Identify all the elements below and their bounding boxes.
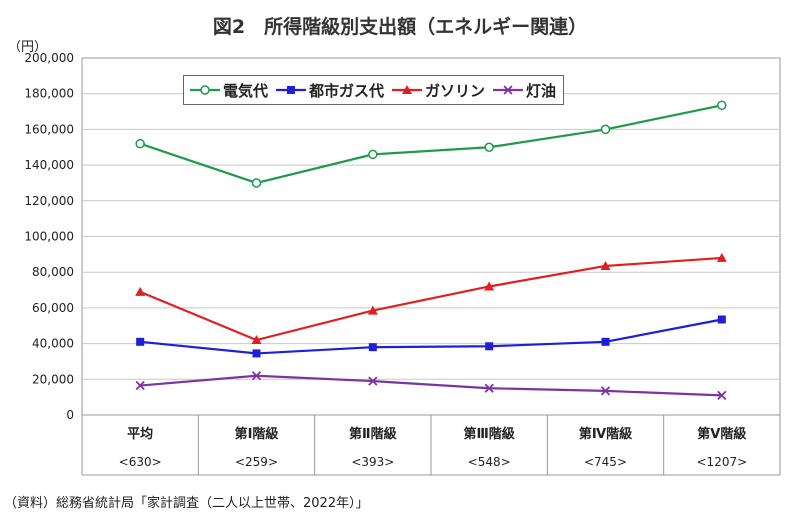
legend-marker [200, 85, 210, 95]
series-line-3 [139, 256, 722, 342]
data-point [484, 383, 494, 393]
series-line-2 [140, 318, 723, 355]
data-point [600, 124, 611, 135]
data-point [136, 337, 145, 346]
legend: 電気代 都市ガス代 ガソリン 灯油 [183, 75, 564, 105]
y-tick-label: 100,000 [24, 230, 74, 244]
x-category-sublabel: <1207> [697, 455, 748, 469]
y-tick-label: 140,000 [24, 158, 74, 172]
x-category-label: 第Ⅱ階級 [349, 426, 397, 442]
legend-item: ガソリン [392, 80, 485, 101]
legend-item: 都市ガス代 [276, 80, 384, 101]
x-category-sublabel: <548> [468, 455, 511, 469]
data-point [251, 335, 262, 345]
data-point [368, 376, 378, 386]
data-point [135, 138, 145, 149]
series-line-4 [140, 374, 722, 397]
legend-swatch [276, 86, 307, 94]
y-tick-label: 160,000 [24, 122, 74, 136]
x-category-label: 第Ⅲ階級 [464, 426, 515, 442]
series-line-1 [139, 104, 723, 185]
y-tick-label: 60,000 [32, 301, 74, 315]
data-point [717, 390, 727, 401]
data-point [252, 349, 261, 358]
x-category-label: 平均 [127, 426, 153, 442]
legend-marker [287, 86, 296, 94]
data-point [717, 100, 727, 111]
data-point [485, 342, 494, 351]
chart-title: 図2 所得階級別支出額（エネルギー関連） [212, 16, 588, 38]
legend-swatch [190, 85, 220, 95]
source-note: （資料）総務省統計局「家計調査（二人以上世帯、2022年）」 [4, 496, 369, 511]
data-point [600, 260, 611, 270]
legend-label: ガソリン [425, 81, 486, 100]
y-tick-label: 40,000 [32, 337, 74, 351]
data-point [716, 252, 727, 262]
x-category-sublabel: <630> [119, 455, 162, 469]
x-category-sublabel: <259> [235, 455, 278, 469]
data-point [135, 286, 146, 296]
data-point [484, 142, 494, 152]
y-tick-label: 80,000 [32, 265, 74, 279]
y-tick-label: 120,000 [24, 194, 74, 208]
legend-label: 灯油 [526, 81, 557, 100]
legend-marker [402, 85, 413, 94]
y-tick-label: 180,000 [24, 87, 74, 101]
y-tick-label: 20,000 [32, 372, 74, 386]
legend-label: 電気代 [223, 81, 269, 100]
y-tick-label: 200,000 [24, 51, 74, 65]
data-point [368, 149, 378, 160]
data-point [135, 380, 145, 391]
data-point [484, 281, 495, 291]
data-point [600, 386, 611, 396]
x-category-label: 第Ⅰ階級 [235, 426, 279, 442]
data-point [367, 305, 378, 315]
data-point [251, 371, 262, 381]
y-axis-unit-label: （円） [8, 40, 48, 55]
legend-item: 灯油 [493, 80, 556, 101]
x-category-sublabel: <745> [584, 455, 627, 469]
x-category-label: 第Ⅴ階級 [697, 426, 746, 442]
data-point [251, 178, 262, 188]
x-category-sublabel: <393> [351, 455, 394, 469]
legend-marker [503, 85, 513, 95]
data-point [368, 343, 377, 352]
legend-swatch [392, 85, 423, 94]
data-point [717, 315, 726, 324]
data-point [601, 337, 610, 346]
x-category-label: 第Ⅳ階級 [579, 426, 632, 442]
legend-item: 電気代 [190, 80, 268, 101]
legend-label: 都市ガス代 [309, 81, 385, 100]
legend-swatch [493, 85, 524, 95]
y-tick-label: 0 [66, 408, 74, 422]
